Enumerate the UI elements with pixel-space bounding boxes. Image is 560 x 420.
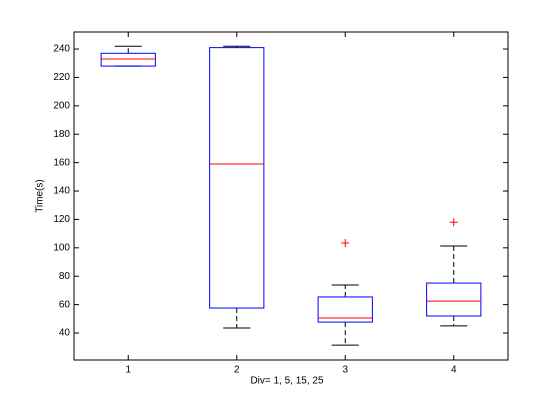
box xyxy=(100,52,156,67)
y-tick-label: 100 xyxy=(53,242,70,253)
box xyxy=(426,282,482,317)
x-axis-label: Div= 1, 5, 15, 25 xyxy=(250,376,324,387)
plot-area xyxy=(73,31,509,361)
box xyxy=(317,296,373,323)
x-tick-label: 3 xyxy=(342,365,348,376)
y-tick-label: 160 xyxy=(53,157,70,168)
x-tick-label: 2 xyxy=(234,365,240,376)
y-tick-label: 40 xyxy=(59,328,71,339)
y-tick-label: 80 xyxy=(59,271,71,282)
y-axis-label: Time(s) xyxy=(35,179,46,213)
y-tick-label: 200 xyxy=(53,100,70,111)
y-tick-label: 60 xyxy=(59,299,71,310)
y-tick-label: 180 xyxy=(53,129,70,140)
y-tick-label: 220 xyxy=(53,72,70,83)
outlier xyxy=(449,218,458,227)
y-tick-label: 240 xyxy=(53,44,70,55)
box xyxy=(209,47,265,309)
x-tick-label: 1 xyxy=(125,365,131,376)
outlier xyxy=(341,238,350,247)
y-tick-label: 120 xyxy=(53,214,70,225)
y-tick-label: 140 xyxy=(53,186,70,197)
x-tick-label: 4 xyxy=(451,365,457,376)
